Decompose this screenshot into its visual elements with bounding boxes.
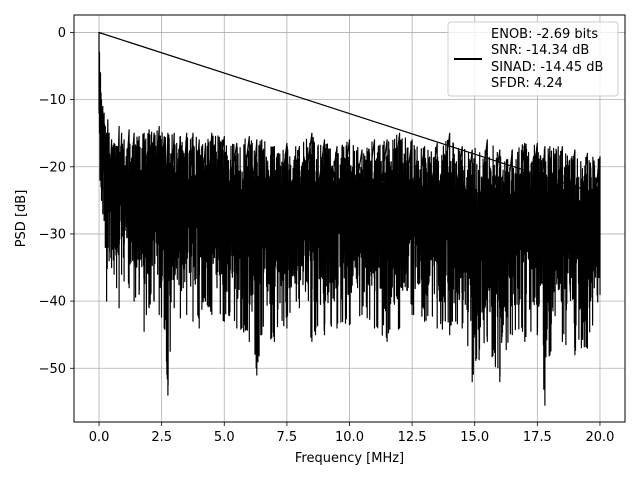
x-tick-label: 15.0 [460,430,489,445]
y-tick-label: −40 [39,295,66,310]
x-tick-label: 0.0 [89,430,110,445]
x-axis-label: Frequency [MHz] [295,451,404,466]
x-tick-label: 7.5 [277,430,298,445]
legend: ENOB: -2.69 bits SNR: -14.34 dB SINAD: -… [447,21,619,97]
y-tick-label: −50 [39,362,66,377]
x-tick-label: 10.0 [335,430,364,445]
x-tick-label: 20.0 [585,430,614,445]
x-tick-label: 2.5 [151,430,172,445]
y-tick-label: −20 [39,160,66,175]
psd-line [98,31,601,406]
y-tick-label: 0 [58,26,66,41]
x-tick-label: 17.5 [523,430,552,445]
psd-series [98,31,601,406]
y-axis-label: PSD [dB] [14,190,29,248]
legend-sinad: SINAD: -14.45 dB [491,60,603,75]
legend-enob: ENOB: -2.69 bits [491,27,598,42]
legend-sfdr: SFDR: 4.24 [491,76,563,91]
y-axis-ticks: 0 −10 −20 −30 −40 −50 [39,26,74,377]
x-axis-ticks: 0.0 2.5 5.0 7.5 10.0 12.5 15.0 17.5 20.0 [89,422,614,445]
y-tick-label: −10 [39,93,66,108]
x-tick-label: 12.5 [398,430,427,445]
legend-snr: SNR: -14.34 dB [491,43,589,58]
x-tick-label: 5.0 [214,430,235,445]
y-tick-label: −30 [39,227,66,242]
legend-box [447,21,619,97]
